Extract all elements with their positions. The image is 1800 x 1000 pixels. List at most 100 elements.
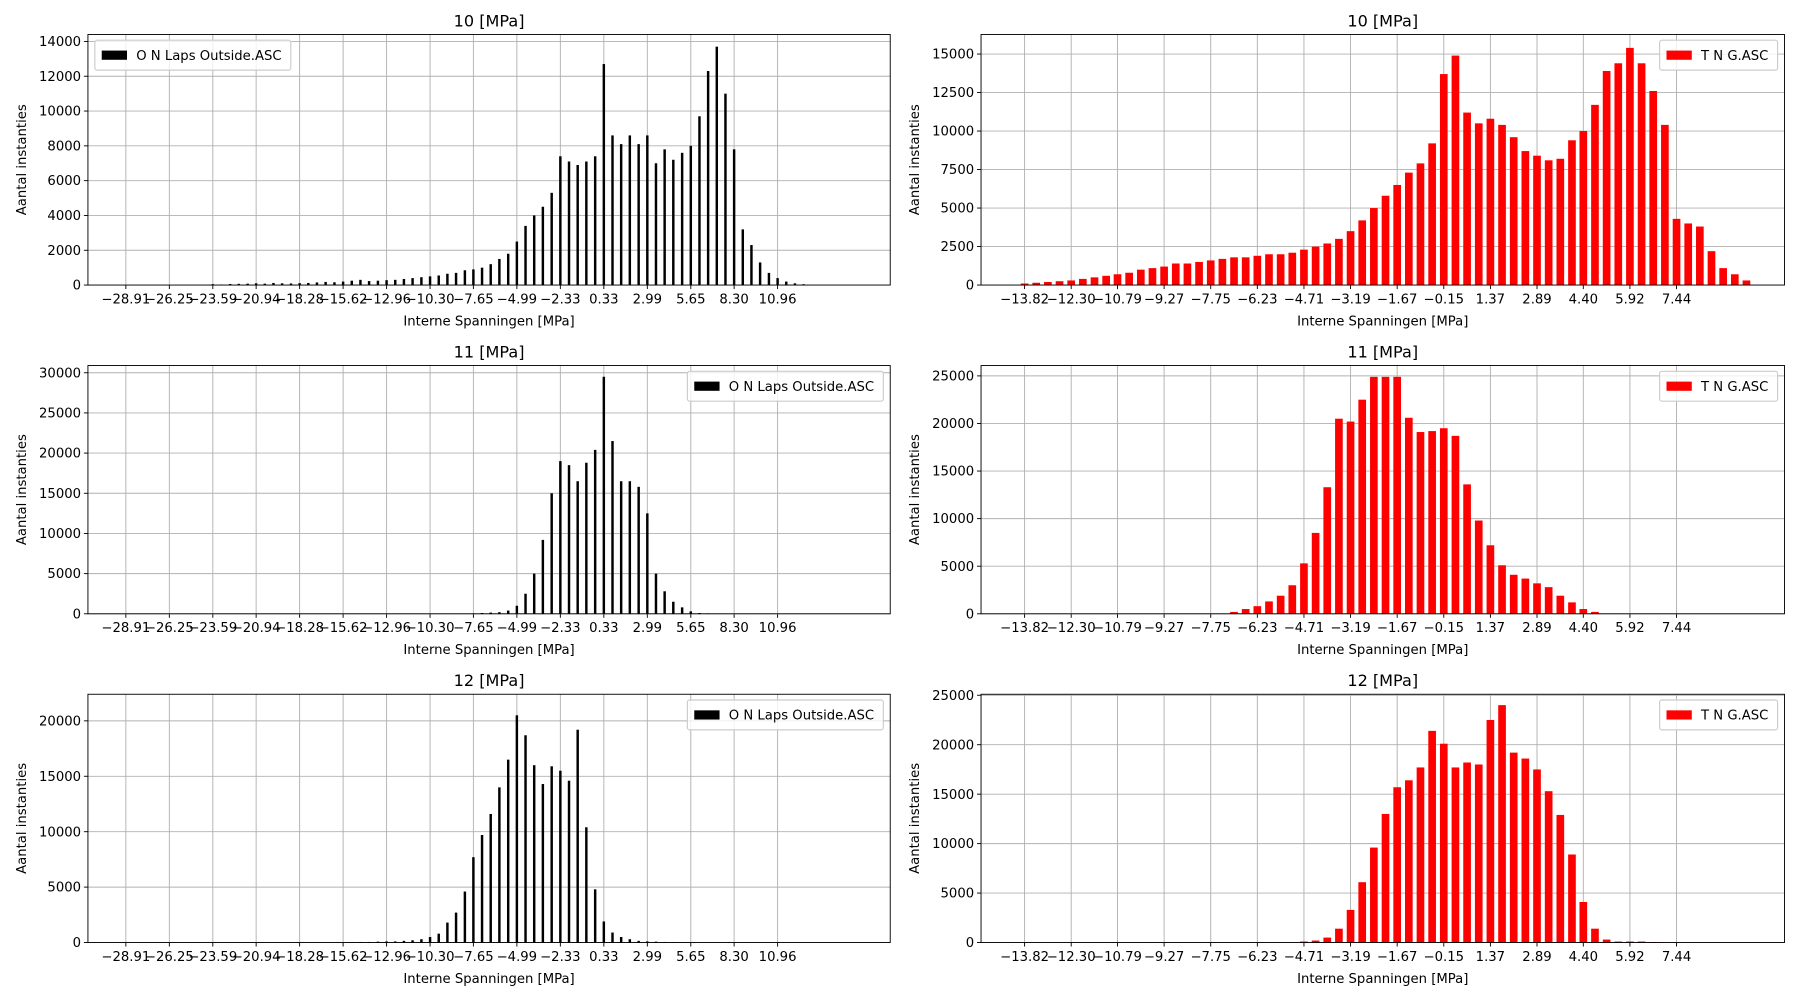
bar xyxy=(1509,574,1518,614)
bar xyxy=(1323,937,1332,943)
bar xyxy=(1696,226,1704,286)
x-tick-label: −20.94 xyxy=(232,292,281,307)
bar xyxy=(341,281,345,286)
x-tick-label: −12.30 xyxy=(1047,292,1096,307)
subplot: −13.82−12.30−10.79 −9.27 −7.75 −6.23 −4.71 −3… xyxy=(908,11,1785,329)
x-tick-label: −7.65 xyxy=(453,950,493,965)
bar xyxy=(1568,140,1576,286)
bar xyxy=(428,936,432,943)
bar xyxy=(1230,257,1238,286)
bar xyxy=(489,612,492,614)
x-tick-label: −12.30 xyxy=(1047,621,1096,636)
x-tick-label: 8.30 xyxy=(719,950,748,965)
x-tick-label: −1.67 xyxy=(1377,621,1417,636)
bar xyxy=(515,605,519,614)
bar xyxy=(637,486,640,614)
x-tick-label: −26.25 xyxy=(145,292,194,307)
bar xyxy=(402,278,406,286)
bar xyxy=(689,145,693,286)
bar xyxy=(1055,281,1064,286)
y-tick-label: 8000 xyxy=(47,139,81,154)
bar xyxy=(611,441,614,614)
bar xyxy=(593,889,597,943)
y-tick-label: 0 xyxy=(966,279,974,294)
bar xyxy=(1032,282,1041,286)
bar xyxy=(1428,143,1436,286)
x-tick-label: −1.67 xyxy=(1377,292,1417,307)
x-tick-label: −28.91 xyxy=(101,292,150,307)
legend-label: T N G.ASC xyxy=(1700,49,1768,64)
y-tick-label: 5000 xyxy=(47,881,81,896)
bar xyxy=(611,932,614,943)
bar xyxy=(1439,428,1448,614)
bar xyxy=(1649,91,1658,286)
bar xyxy=(567,465,571,614)
y-tick-label: 5000 xyxy=(47,567,81,582)
chart-title: 10 [MPa] xyxy=(454,11,525,30)
bar xyxy=(1265,601,1273,614)
bar xyxy=(628,939,632,943)
bar xyxy=(454,272,458,286)
bar xyxy=(1171,263,1180,286)
x-tick-label: −23.59 xyxy=(188,950,237,965)
x-tick-label: −10.79 xyxy=(1093,950,1142,965)
bar xyxy=(307,282,310,286)
bar xyxy=(1591,611,1599,614)
bar xyxy=(567,161,571,286)
x-tick-label: −15.62 xyxy=(319,292,368,307)
bar xyxy=(506,610,510,614)
bar xyxy=(1486,545,1495,614)
bar xyxy=(333,282,336,286)
legend: O N Laps Outside.ASC xyxy=(686,699,884,731)
bar xyxy=(559,156,562,286)
bar xyxy=(1602,70,1611,286)
x-tick-label: −4.71 xyxy=(1284,950,1324,965)
bar xyxy=(750,245,753,286)
x-tick-label: −0.15 xyxy=(1424,292,1464,307)
x-tick-label: −2.33 xyxy=(540,950,580,965)
bar xyxy=(1707,251,1716,286)
legend-swatch xyxy=(1666,710,1692,720)
bar xyxy=(1079,278,1087,286)
bar xyxy=(1533,769,1541,943)
bar xyxy=(689,611,693,614)
bar xyxy=(576,481,579,614)
x-tick-label: 10.96 xyxy=(759,950,797,965)
bar xyxy=(1381,376,1390,614)
bar xyxy=(663,591,666,614)
bar xyxy=(628,135,632,286)
bar xyxy=(228,284,232,286)
bar xyxy=(489,813,492,943)
bar xyxy=(472,857,475,943)
bar xyxy=(1393,787,1402,943)
x-tick-label: −9.27 xyxy=(1144,950,1184,965)
x-tick-label: 4.40 xyxy=(1569,621,1598,636)
x-tick-label: 8.30 xyxy=(719,292,748,307)
bar xyxy=(576,164,579,286)
bar xyxy=(1719,268,1727,286)
x-tick-label: 4.40 xyxy=(1569,950,1598,965)
bar xyxy=(315,282,319,286)
bar xyxy=(1742,280,1751,286)
x-tick-label: −15.62 xyxy=(319,950,368,965)
bar xyxy=(680,152,684,286)
bar xyxy=(489,264,492,286)
bar xyxy=(1637,63,1646,286)
subplot: −13.82−12.30−10.79 −9.27 −7.75 −6.23 −4.71 −3… xyxy=(908,671,1785,987)
subplot: −28.91−26.25−23.59−20.94−18.28−15.62−12.… xyxy=(15,671,891,987)
bar xyxy=(654,573,658,614)
bar xyxy=(541,539,545,614)
bar xyxy=(1521,578,1530,614)
bar xyxy=(1428,730,1436,943)
y-tick-label: 10000 xyxy=(932,125,974,140)
bar xyxy=(1148,268,1157,286)
bar xyxy=(1439,74,1448,286)
bar xyxy=(506,759,510,943)
y-tick-label: 10000 xyxy=(932,512,974,527)
x-tick-label: 2.89 xyxy=(1522,950,1551,965)
bar xyxy=(1335,238,1343,286)
bar xyxy=(480,835,484,943)
bar xyxy=(585,161,588,286)
x-tick-label: −20.94 xyxy=(232,950,281,965)
y-tick-label: 0 xyxy=(73,936,81,951)
